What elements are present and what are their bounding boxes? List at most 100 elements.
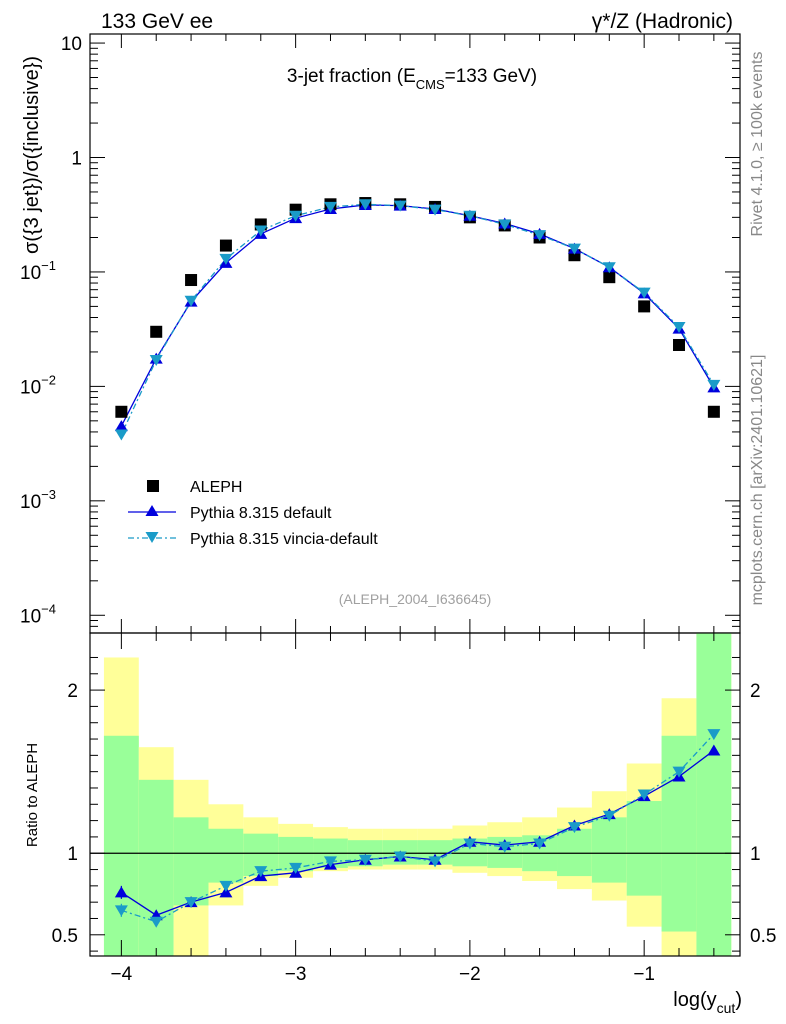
vincia-point	[289, 210, 303, 222]
x-tick-label-2: −2	[459, 964, 481, 985]
band-green-bin	[557, 828, 592, 877]
ratio-default-point	[219, 886, 233, 898]
main-y-tick-label-3: 10−2	[20, 372, 56, 398]
vincia-point	[428, 204, 442, 216]
legend: ALEPH Pythia 8.315 default Pythia 8.315 …	[128, 479, 378, 548]
main-y-tick-label-1: 1	[71, 149, 82, 170]
x-tick-label-1: −3	[285, 964, 307, 985]
ratio-vincia-point	[428, 856, 442, 868]
ratio-y-tick-label-left-0: 2	[67, 681, 78, 702]
ratio-bands	[103, 633, 732, 956]
analysis-tag: (ALEPH_2004_I636645)	[339, 591, 492, 607]
main-title: 3-jet fraction (ECMS=133 GeV)	[287, 66, 537, 92]
main-minor-ticks	[90, 47, 740, 634]
vincia-point	[393, 200, 407, 212]
ratio-vincia-point	[567, 822, 581, 834]
main-series	[114, 197, 721, 441]
main-y-axis-label: σ({3 jet})/σ({inclusive})	[21, 56, 43, 254]
ratio-vincia-point	[289, 862, 303, 874]
legend-label-aleph: ALEPH	[190, 479, 242, 496]
aleph-point	[185, 274, 198, 287]
main-y-tick-label-4: 10−3	[20, 487, 56, 513]
ratio-vincia-point	[707, 729, 721, 741]
vincia-point	[672, 322, 686, 334]
ratio-vincia-point	[358, 854, 372, 866]
ratio-vincia-point	[637, 789, 651, 801]
vincia-point	[358, 199, 372, 211]
ratio-frame	[89, 632, 741, 957]
ratio-y-tick-label-right-1: 1	[750, 844, 761, 865]
band-green-bin	[208, 828, 244, 883]
aleph-point	[638, 300, 651, 313]
main-line-default	[120, 204, 715, 427]
ratio-default-point	[114, 886, 128, 898]
ratio-y-ticks: 2 2 1 1 0.5 0.5	[52, 656, 776, 952]
band-green-bin	[661, 735, 697, 932]
legend-marker-vincia	[145, 532, 159, 543]
ratio-vincia-point	[393, 851, 407, 863]
vincia-point	[602, 262, 616, 274]
vincia-point	[498, 219, 512, 231]
ratio-vincia-point	[672, 766, 686, 778]
band-green-bin	[103, 735, 139, 956]
x-axis-label: log(ycut)	[673, 989, 742, 1016]
band-green-bin	[591, 817, 627, 883]
vincia-point	[219, 253, 233, 265]
vincia-point	[567, 243, 581, 255]
legend-label-default: Pythia 8.315 default	[190, 505, 332, 522]
header-left-label: 133 GeV ee	[101, 10, 213, 33]
ratio-y-axis-label: Ratio to ALEPH	[24, 743, 41, 847]
vincia-point	[184, 295, 198, 307]
vincia-point	[254, 225, 268, 237]
aleph-point	[707, 405, 720, 418]
main-y-tick-label-0: 10	[61, 34, 82, 55]
ratio-vincia-point	[323, 856, 337, 868]
legend-marker-default	[145, 505, 159, 516]
main-y-ticks: 10 1 10−1 10−2 10−3 10−4	[20, 34, 740, 627]
aleph-point	[115, 405, 128, 418]
aleph-point	[219, 239, 232, 252]
band-green-bin	[696, 633, 732, 956]
ratio-vincia-point	[254, 866, 268, 878]
rivet-version-label: Rivet 4.1.0, ≥ 100k events	[749, 52, 766, 237]
ratio-vincia-point	[602, 810, 616, 822]
ratio-y-tick-label-left-1: 1	[67, 844, 78, 865]
ratio-y-tick-label-right-0: 2	[750, 681, 761, 702]
aleph-point	[603, 271, 616, 284]
ratio-x-ticks: −4 −3 −2 −1	[111, 633, 715, 985]
ratio-panel: 2 2 1 1 0.5 0.5 −4 −3 −2 −1 Ratio to ALEPH log(y…	[24, 632, 776, 1016]
aleph-point	[673, 338, 686, 351]
vincia-point	[149, 355, 163, 367]
ratio-vincia-point	[498, 841, 512, 853]
band-green-bin	[626, 801, 662, 896]
band-green-bin	[138, 779, 174, 956]
x-tick-label-3: −1	[633, 964, 655, 985]
vincia-point	[323, 201, 337, 213]
aleph-point	[150, 325, 163, 338]
ratio-vincia-point	[149, 916, 163, 928]
legend-marker-aleph	[147, 480, 159, 492]
ratio-vincia-point	[219, 880, 233, 892]
main-panel: 3-jet fraction (ECMS=133 GeV) σ({3 jet})…	[20, 33, 741, 634]
ratio-vincia-point	[463, 838, 477, 850]
vincia-point	[707, 379, 721, 391]
vincia-point	[114, 429, 128, 441]
main-frame	[89, 33, 741, 634]
x-tick-label-0: −4	[111, 964, 133, 985]
ratio-default-point	[707, 744, 721, 756]
main-y-tick-label-5: 10−4	[20, 601, 56, 627]
legend-label-vincia: Pythia 8.315 vincia-default	[190, 531, 378, 548]
main-y-tick-label-2: 10−1	[20, 258, 56, 284]
ratio-y-tick-label-left-2: 0.5	[52, 926, 78, 947]
vincia-point	[463, 210, 477, 222]
ratio-vincia-point	[184, 897, 198, 909]
header-right-label: γ*/Z (Hadronic)	[592, 10, 733, 33]
ratio-series	[114, 729, 721, 928]
ratio-y-tick-label-right-2: 0.5	[750, 926, 776, 947]
aleph-point	[254, 218, 267, 231]
band-green-bin	[173, 817, 209, 906]
vincia-point	[533, 230, 547, 242]
ratio-vincia-point	[114, 905, 128, 917]
main-line-vincia	[120, 203, 715, 435]
ratio-vincia-point	[533, 838, 547, 850]
